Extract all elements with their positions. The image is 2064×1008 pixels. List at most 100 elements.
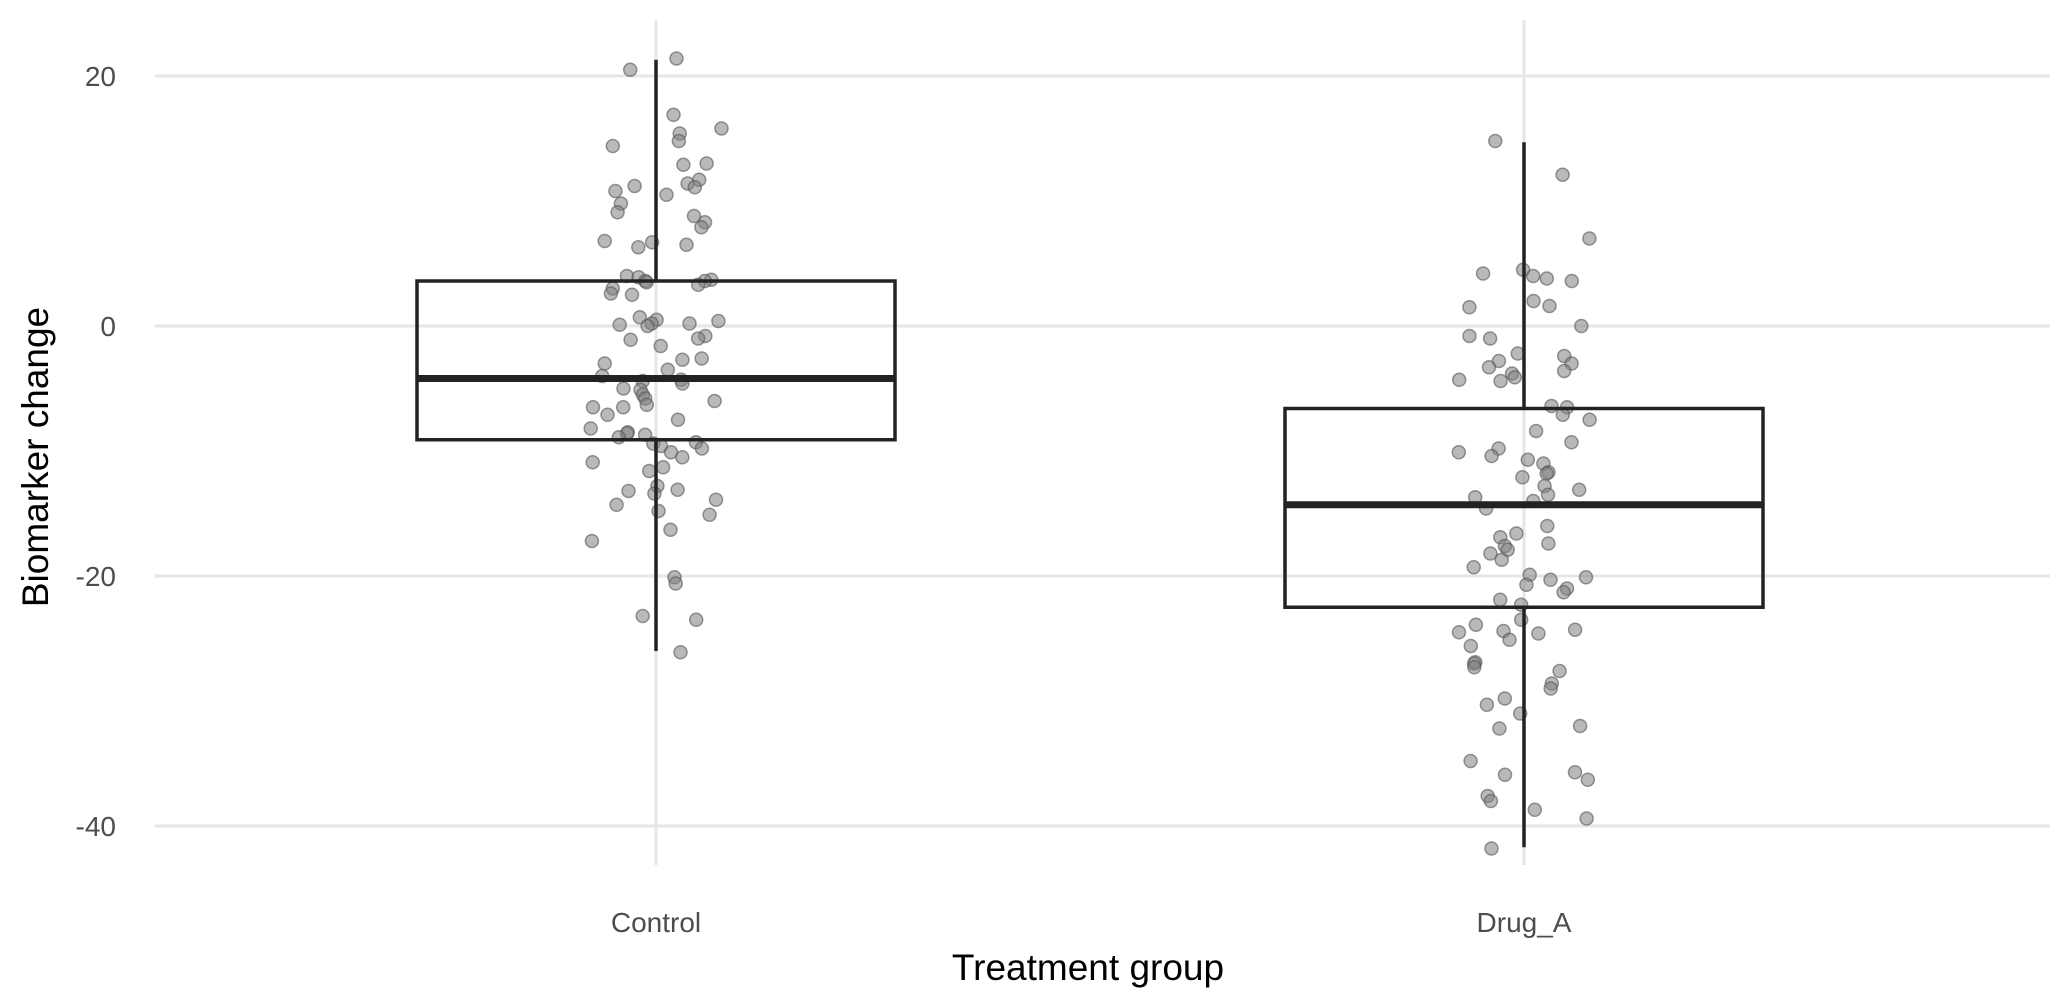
data-point [653,338,668,354]
data-point [1531,626,1546,641]
data-point [1467,660,1482,675]
data-point [1564,435,1579,450]
data-point [640,318,655,334]
x-axis-title: Treatment group [952,947,1224,988]
data-point [1451,625,1467,640]
data-point [1466,560,1481,575]
data-point [1493,373,1508,389]
data-point [585,455,600,470]
data-point [1502,632,1517,648]
data-point [1539,271,1555,286]
data-point [1542,298,1557,314]
data-point [651,503,666,519]
data-point [615,400,631,415]
data-point [1555,167,1570,183]
data-point [1509,526,1524,541]
data-point [1462,300,1477,315]
data-point [1539,466,1554,481]
data-point [1579,811,1594,826]
x-tick-label: Control [611,907,701,938]
data-point [688,612,704,628]
data-point [655,460,671,475]
data-point [687,180,703,195]
y-tick-label: -20 [76,561,116,592]
data-point [1494,552,1509,568]
data-point [610,205,625,220]
data-point [686,208,702,224]
data-point [641,463,657,479]
data-point [1540,487,1556,503]
data-point [603,286,619,301]
data-point [616,381,631,396]
data-point [1543,572,1558,588]
data-point [609,497,624,513]
grid-lines [155,20,2050,865]
data-point [1515,470,1530,485]
data-point [1580,772,1596,788]
data-point [708,492,724,508]
data-point [707,393,722,409]
data-point [635,608,650,624]
data-point [682,316,697,331]
data-point [1451,445,1467,460]
data-point [639,397,655,413]
x-tick-label: Drug_A [1477,907,1572,938]
data-point [1475,266,1491,281]
data-point [1463,638,1479,654]
box-iqr [415,279,897,442]
data-point [675,352,690,368]
y-tick-label: 20 [85,61,116,92]
data-point [1571,482,1587,498]
data-point [711,313,726,329]
data-point [1451,372,1467,388]
data-point [623,332,638,348]
y-axis-title: Biomarker change [15,307,56,607]
data-point [1526,293,1541,309]
data-point [1544,398,1559,414]
x-axis-ticks: Control Drug_A [611,907,1572,938]
data-point [1556,363,1572,379]
data-point [584,533,600,549]
data-point [1483,546,1498,561]
data-point [631,240,646,255]
data-point [1479,697,1495,713]
data-point [1527,802,1543,818]
data-point [1543,681,1558,696]
data-point [1492,721,1507,736]
data-point [666,107,681,123]
data-point [690,331,706,346]
data-point [670,412,686,428]
data-point [668,576,683,591]
data-point [1482,331,1498,346]
data-point [1528,423,1544,439]
data-point [1492,592,1508,608]
data-point [1564,273,1580,289]
data-point [679,237,694,253]
data-point [1488,133,1503,149]
data-point [1572,718,1588,734]
data-point [702,507,717,523]
data-point [670,482,685,498]
y-tick-label: 0 [100,311,116,342]
data-point [659,187,674,203]
data-point [597,233,612,249]
data-point [1484,448,1499,464]
data-point [1497,691,1513,706]
jitter-points [583,51,1597,856]
data-point [1497,767,1513,783]
y-axis-ticks: 20 0 -20 -40 [76,61,116,842]
data-point [600,407,615,423]
data-point [673,645,688,660]
data-point [622,62,638,78]
data-point [583,421,598,436]
data-point [699,156,714,171]
data-point [608,183,623,199]
data-point [676,157,691,173]
data-point [1582,231,1597,246]
data-point [624,287,640,303]
data-point [611,430,627,445]
data-point [585,400,601,415]
boxes [415,59,1765,848]
y-tick-label: -40 [76,811,116,842]
data-point [1578,570,1594,585]
